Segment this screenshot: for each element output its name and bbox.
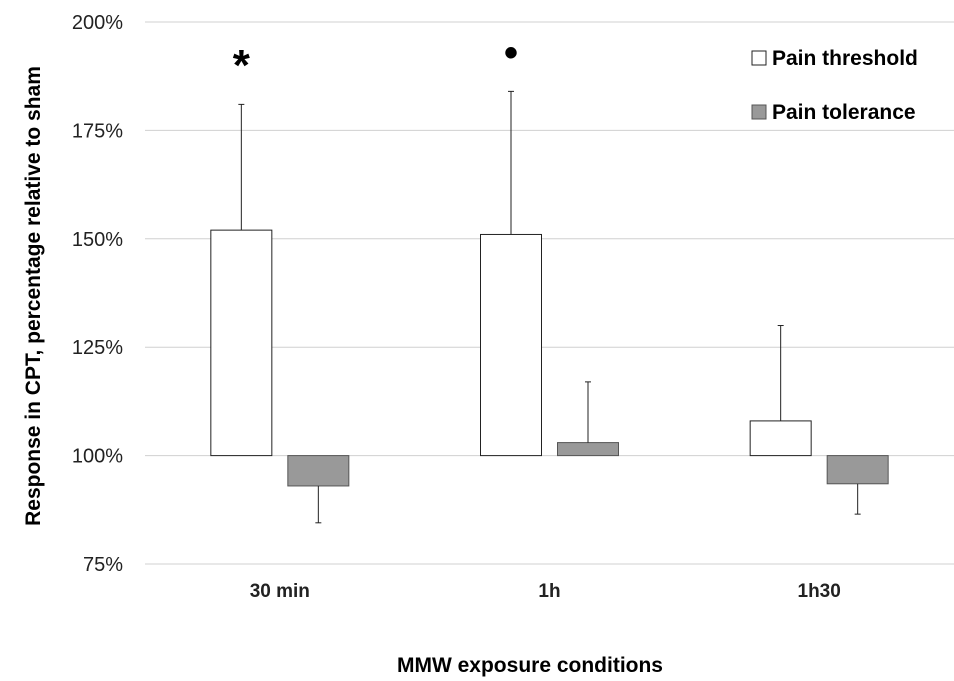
bar-pain-threshold [480, 233, 542, 457]
y-tick-label: 125% [72, 337, 123, 359]
x-category-label: 1h [538, 581, 560, 602]
x-category-label: 1h30 [798, 581, 841, 602]
legend-label-pain-tolerance: Pain tolerance [772, 101, 916, 124]
x-axis-categories: 30 min 1h 1h30 [250, 581, 841, 602]
bar-pain-tolerance [557, 442, 619, 457]
error-bars [238, 90, 861, 524]
y-axis-title: Response in CPT, percentage relative to … [22, 66, 45, 526]
legend-swatch-pain-tolerance [751, 104, 767, 120]
bar-pain-tolerance [287, 455, 350, 487]
bar-pain-threshold [210, 229, 273, 457]
y-tick-label: 200% [72, 12, 123, 34]
bars [210, 229, 889, 487]
x-category-label: 30 min [250, 581, 310, 602]
significance-asterisk: * [233, 41, 251, 90]
bar-pain-threshold [749, 420, 812, 457]
y-axis-ticks: 75% 100% 125% 150% 175% 200% [72, 12, 123, 576]
y-tick-label: 75% [83, 554, 123, 576]
significance-dot: • [504, 31, 518, 75]
legend-label-pain-threshold: Pain threshold [772, 47, 918, 70]
legend-swatch-pain-threshold [751, 50, 767, 66]
gridlines [145, 21, 954, 565]
y-tick-label: 100% [72, 446, 123, 468]
y-tick-label: 150% [72, 229, 123, 251]
y-tick-label: 175% [72, 120, 123, 142]
legend: Pain threshold Pain tolerance [751, 47, 918, 124]
bar-pain-tolerance [826, 455, 889, 485]
significance-annotations: * • [233, 31, 518, 90]
x-axis-title: MMW exposure conditions [397, 654, 663, 677]
